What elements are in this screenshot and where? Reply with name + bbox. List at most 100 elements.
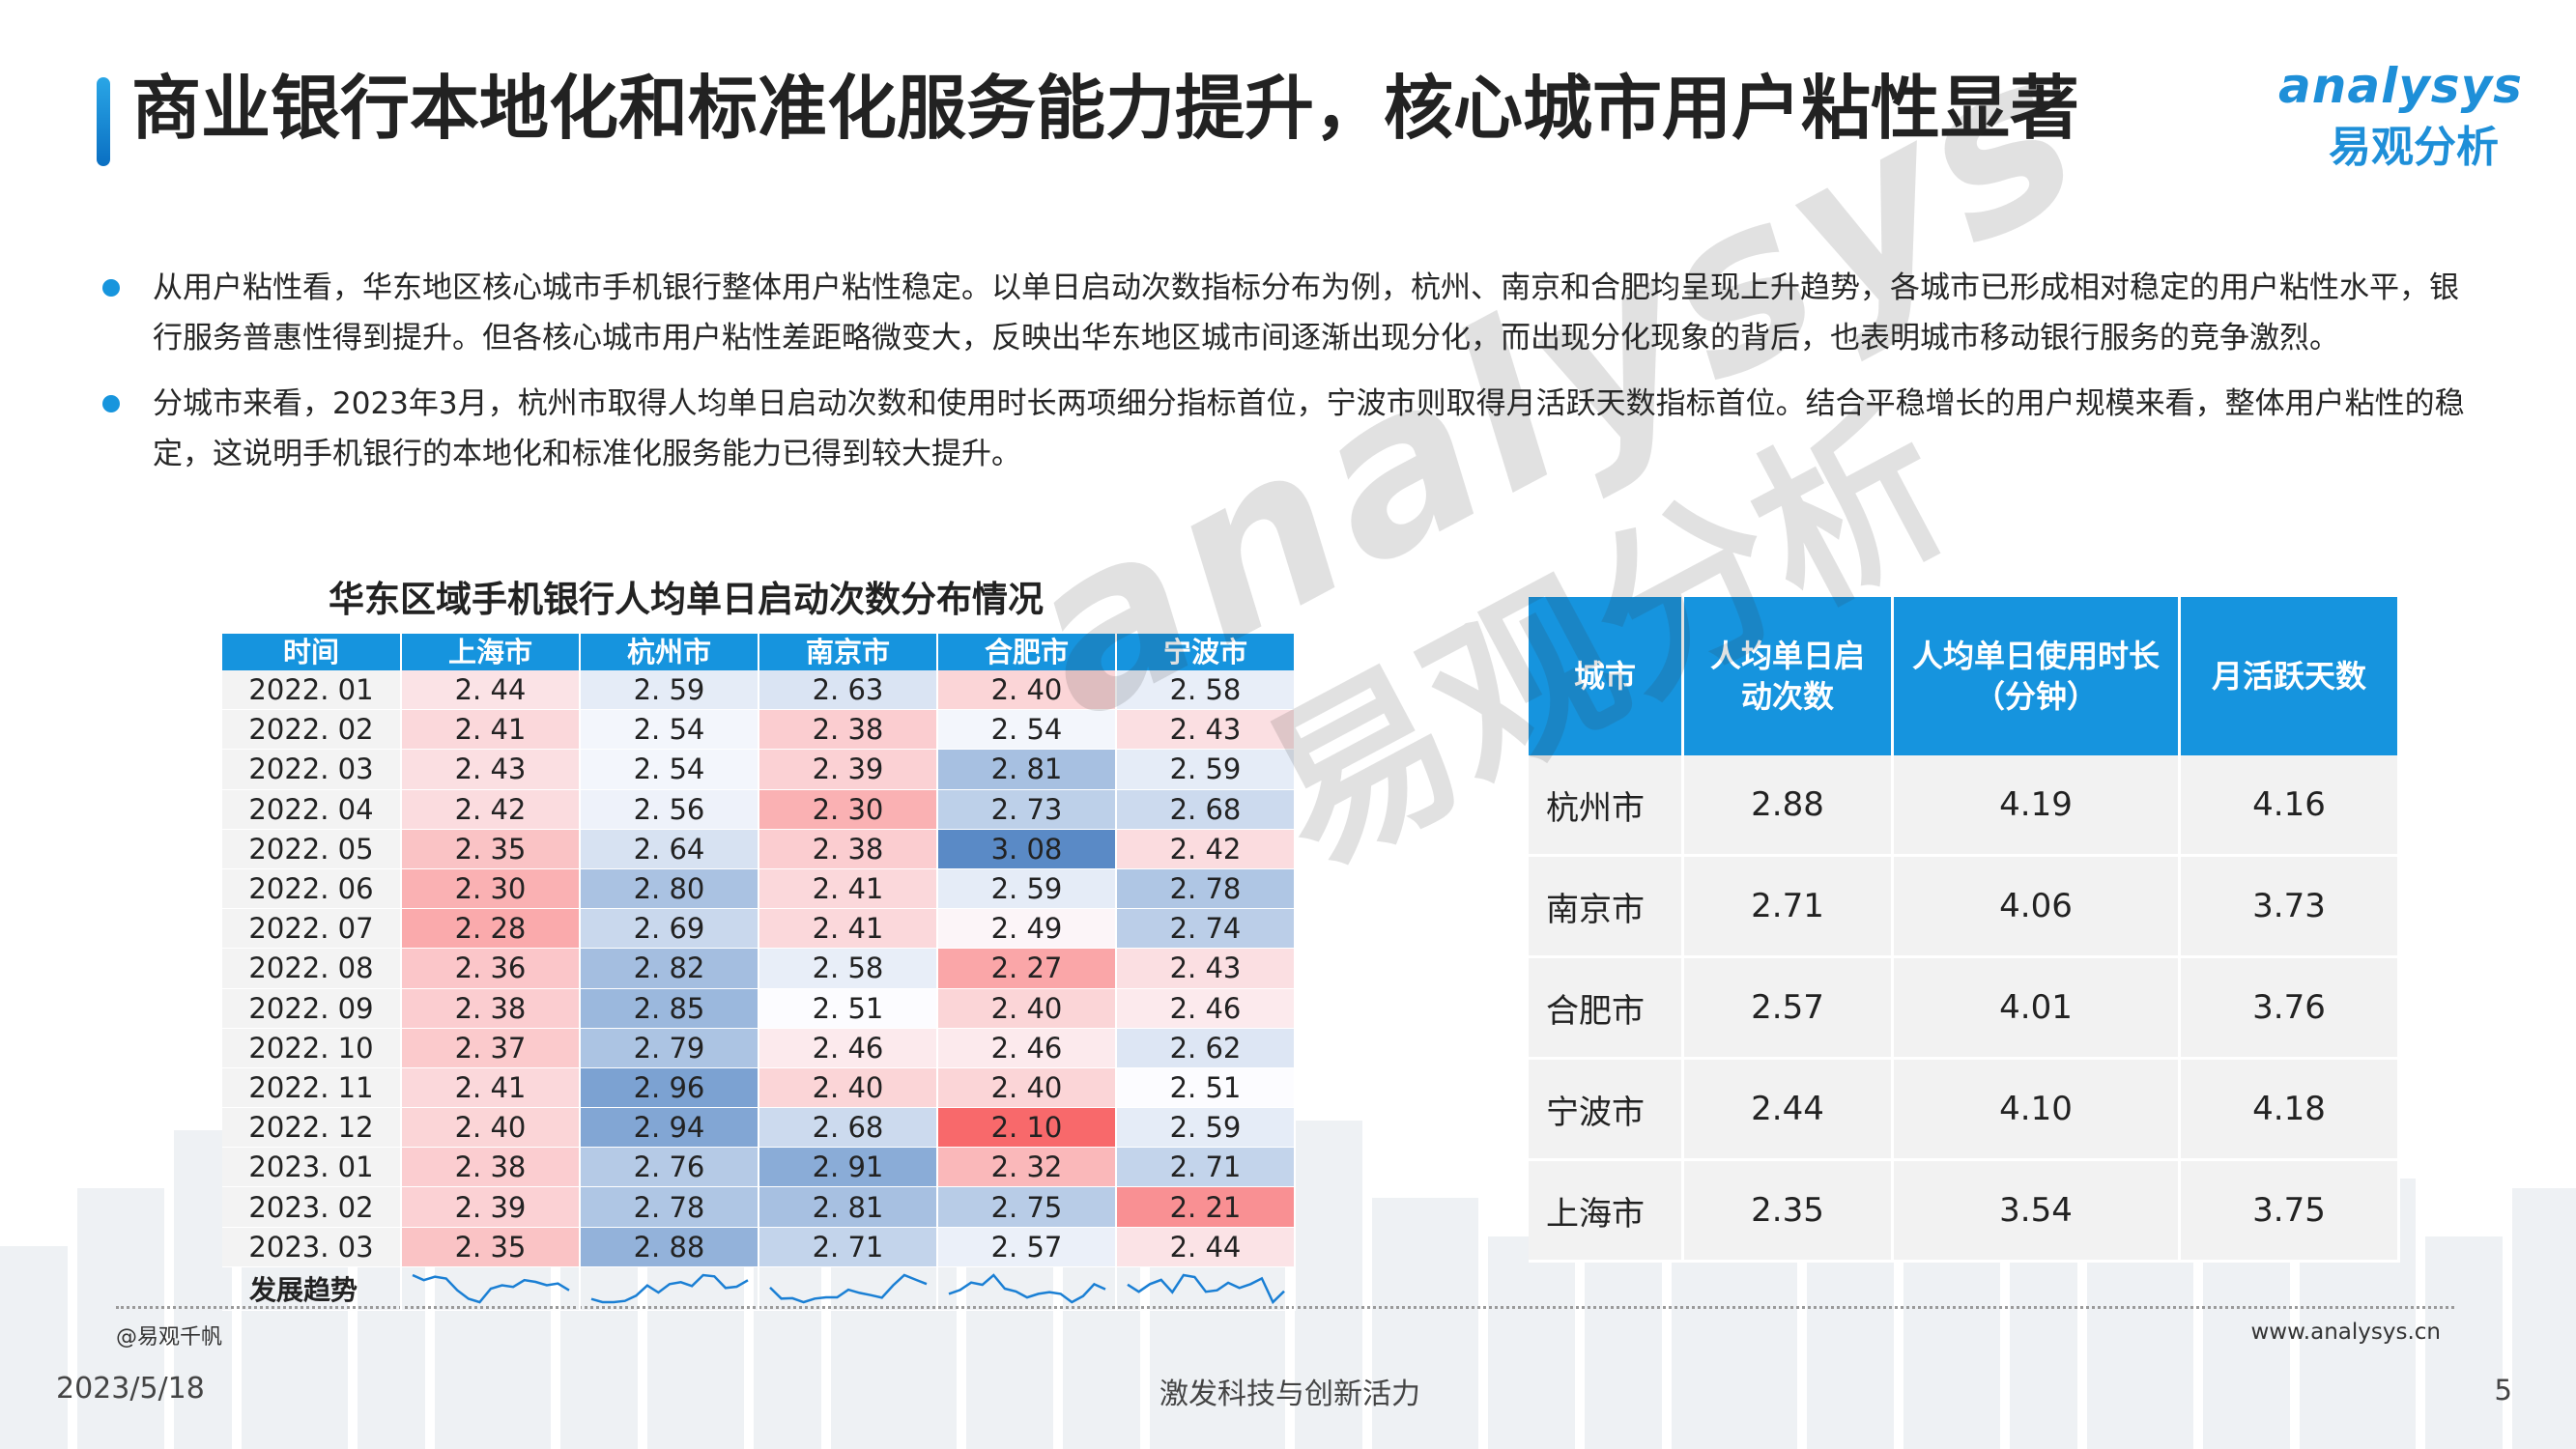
heatmap-time-cell: 2022. 04 [222,789,402,830]
website-link[interactable]: www.analysys.cn [2250,1320,2441,1345]
bullet-text: 从用户粘性看，华东地区核心城市手机银行整体用户粘性稳定。以单日启动次数指标分布为… [153,270,2459,355]
heatmap-value-cell: 2. 28 [401,908,581,950]
summary-value-cell: 4.01 [1892,956,2181,1060]
summary-body: 杭州市 2.88 4.19 4.16 南京市 2.71 4.06 3.73 合肥市 2.57 4.0… [1529,755,2400,1263]
summary-city-cell: 合肥市 [1529,956,1684,1060]
sparkline [1126,1273,1285,1304]
heatmap-value-cell: 2. 51 [758,988,938,1029]
heatmap-value-cell: 2. 96 [580,1067,759,1109]
heatmap-value-cell: 2. 76 [580,1147,759,1188]
heatmap-value-cell: 2. 73 [937,789,1117,830]
heatmap-value-cell: 2. 94 [580,1107,759,1149]
summary-row: 杭州市 2.88 4.19 4.16 [1529,755,2400,857]
footer-date: 2023/5/18 [56,1372,205,1406]
heatmap-time-cell: 2022. 10 [222,1028,402,1068]
page-title: 商业银行本地化和标准化服务能力提升，核心城市用户粘性显著 [131,68,2080,149]
heatmap-value-cell: 2. 44 [401,670,581,711]
summary-row: 上海市 2.35 3.54 3.75 [1529,1159,2400,1263]
sparkline [768,1273,927,1304]
summary-table: 城市 人均单日启动次数 人均单日使用时长（分钟） 月活跃天数 杭州市 2.88 4.19 4… [1529,597,2400,1263]
heatmap-row-header: 时间 [222,634,402,670]
heatmap-value-cell: 2. 63 [758,670,938,711]
heatmap-value-cell: 2. 30 [758,789,938,830]
heatmap-row: 2022. 09 2. 38 2. 85 2. 51 2. 40 2. 46 [222,988,1296,1029]
heatmap-value-cell: 2. 40 [937,1067,1117,1109]
summary-value-cell: 4.06 [1892,855,2181,958]
summary-column-header: 城市 [1529,597,1684,755]
heatmap-header-row: 时间 上海市 杭州市 南京市 合肥市 宁波市 [222,634,1296,670]
heatmap-column-header: 南京市 [758,634,938,670]
source-credit: @易观千帆 [116,1325,223,1350]
heatmap-value-cell: 2. 59 [580,670,759,711]
sparkline-line [768,1273,927,1304]
bullet-list: 从用户粘性看，华东地区核心城市手机银行整体用户粘性稳定。以单日启动次数指标分布为… [102,263,2470,495]
summary-value-cell: 3.54 [1892,1159,2181,1263]
heatmap-value-cell: 2. 46 [758,1028,938,1068]
heatmap-value-cell: 2. 81 [937,749,1117,790]
heatmap-value-cell: 2. 85 [580,988,759,1029]
bullet-dot-icon [102,279,120,297]
heatmap-value-cell: 2. 80 [580,868,759,910]
summary-value-cell: 4.10 [1892,1058,2181,1161]
heatmap-value-cell: 2. 38 [401,1147,581,1188]
heatmap-row: 2022. 08 2. 36 2. 82 2. 58 2. 27 2. 43 [222,948,1296,989]
heatmap-time-cell: 2022. 01 [222,670,402,711]
summary-city-cell: 南京市 [1529,855,1684,958]
summary-city-cell: 杭州市 [1529,755,1684,857]
bullet-item: 分城市来看，2023年3月，杭州市取得人均单日启动次数和使用时长两项细分指标首位… [102,379,2470,479]
heatmap-trend-cell [937,1266,1117,1311]
heatmap-value-cell: 2. 39 [758,749,938,790]
heatmap-column-header: 宁波市 [1116,634,1296,670]
heatmap-value-cell: 2. 32 [937,1147,1117,1188]
heatmap-value-cell: 2. 42 [401,789,581,830]
summary-column-header: 人均单日启动次数 [1682,597,1894,755]
heatmap-time-cell: 2022. 11 [222,1067,402,1109]
heatmap-title: 华东区域手机银行人均单日启动次数分布情况 [329,579,1044,620]
summary-column-header: 人均单日使用时长（分钟） [1892,597,2181,755]
heatmap-value-cell: 2. 56 [580,789,759,830]
summary-value-cell: 3.73 [2179,855,2400,958]
heatmap-value-cell: 2. 41 [758,908,938,950]
heatmap-value-cell: 2. 38 [401,988,581,1029]
heatmap-value-cell: 2. 68 [758,1107,938,1149]
summary-value-cell: 4.16 [2179,755,2400,857]
heatmap-time-cell: 2022. 07 [222,908,402,950]
heatmap-value-cell: 2. 75 [937,1186,1117,1228]
heatmap-trend-cell [580,1266,759,1311]
heatmap-row: 2023. 02 2. 39 2. 78 2. 81 2. 75 2. 21 [222,1186,1296,1228]
heatmap-value-cell: 2. 54 [580,709,759,751]
heatmap-value-cell: 2. 10 [937,1107,1117,1149]
heatmap-row: 2022. 11 2. 41 2. 96 2. 40 2. 40 2. 51 [222,1067,1296,1109]
heatmap-value-cell: 2. 43 [1116,709,1296,751]
heatmap-value-cell: 2. 57 [937,1227,1117,1267]
heatmap-value-cell: 2. 35 [401,1227,581,1267]
heatmap-value-cell: 2. 41 [758,868,938,910]
heatmap-value-cell: 2. 68 [1116,789,1296,830]
heatmap-value-cell: 2. 42 [1116,829,1296,869]
heatmap-time-cell: 2022. 09 [222,988,402,1029]
heatmap-time-cell: 2022. 05 [222,829,402,869]
summary-city-cell: 上海市 [1529,1159,1684,1263]
sparkline [948,1273,1106,1304]
heatmap-value-cell: 2. 36 [401,948,581,989]
heatmap-value-cell: 2. 59 [1116,749,1296,790]
heatmap-value-cell: 2. 46 [1116,988,1296,1029]
title-accent-bar [97,77,110,166]
heatmap-value-cell: 2. 82 [580,948,759,989]
summary-header-row: 城市 人均单日启动次数 人均单日使用时长（分钟） 月活跃天数 [1529,597,2400,755]
heatmap-value-cell: 2. 40 [401,1107,581,1149]
heatmap-value-cell: 2. 58 [758,948,938,989]
heatmap-row: 2022. 02 2. 41 2. 54 2. 38 2. 54 2. 43 [222,709,1296,751]
summary-column-header: 月活跃天数 [2179,597,2400,755]
heatmap-value-cell: 2. 91 [758,1147,938,1188]
heatmap-value-cell: 2. 43 [401,749,581,790]
heatmap-value-cell: 2. 54 [580,749,759,790]
heatmap-value-cell: 2. 40 [758,1067,938,1109]
logo-wordmark: analysys [2278,58,2523,114]
heatmap-value-cell: 2. 21 [1116,1186,1296,1228]
heatmap-row: 2022. 04 2. 42 2. 56 2. 30 2. 73 2. 68 [222,789,1296,830]
heatmap-row: 2022. 01 2. 44 2. 59 2. 63 2. 40 2. 58 [222,670,1296,711]
heatmap-value-cell: 2. 74 [1116,908,1296,950]
summary-value-cell: 3.75 [2179,1159,2400,1263]
heatmap-value-cell: 2. 51 [1116,1067,1296,1109]
